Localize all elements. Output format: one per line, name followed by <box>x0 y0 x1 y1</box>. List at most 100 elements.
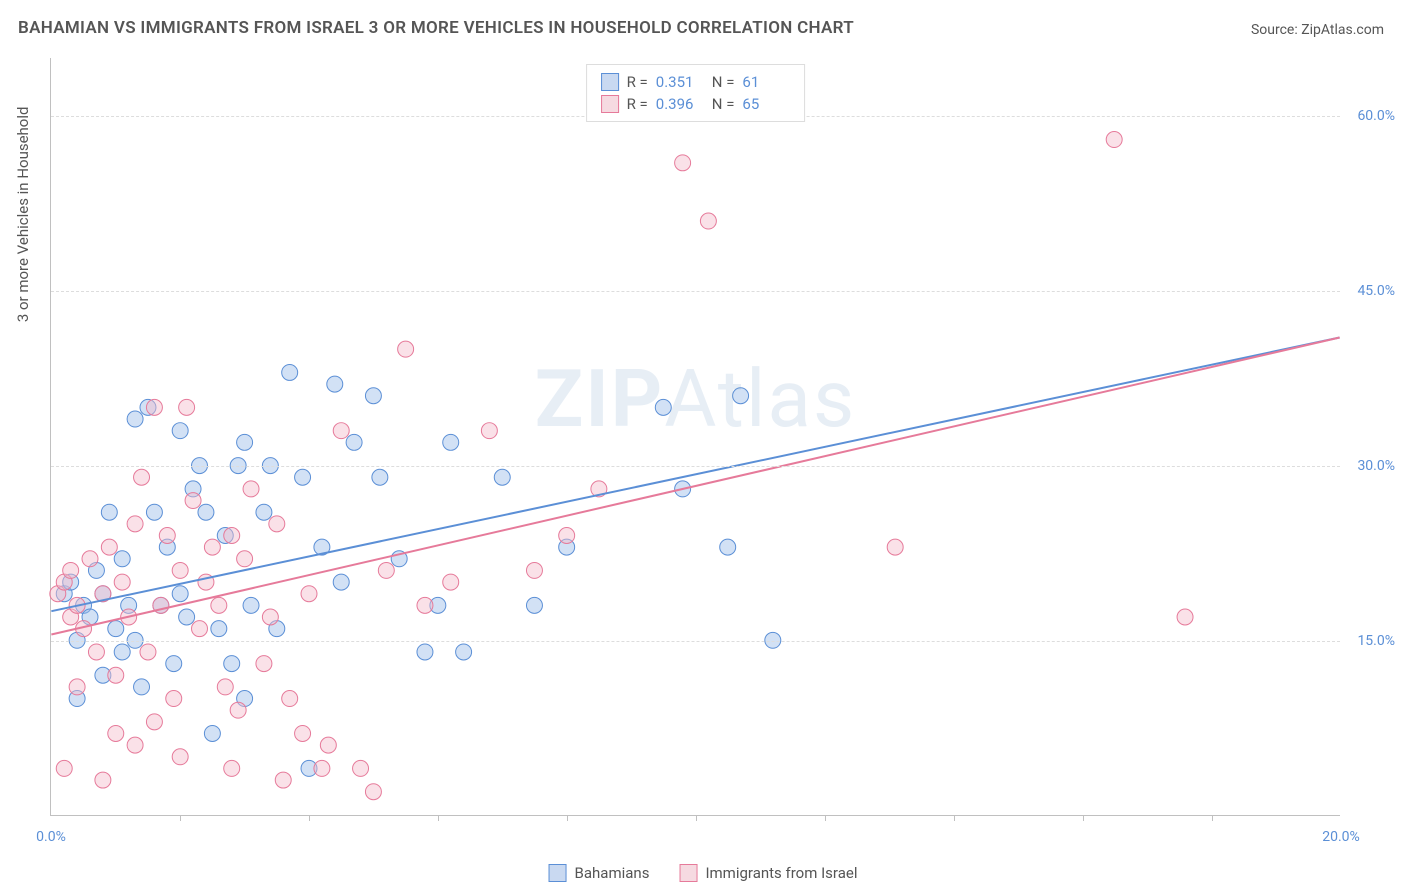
n-value: 65 <box>742 95 790 113</box>
n-label: N = <box>712 73 735 91</box>
data-point <box>282 364 298 380</box>
r-value: 0.396 <box>656 95 704 113</box>
data-point <box>346 434 362 450</box>
data-point <box>243 481 259 497</box>
data-point <box>108 667 124 683</box>
data-point <box>63 562 79 578</box>
data-point <box>237 434 253 450</box>
data-point <box>134 679 150 695</box>
trend-line <box>51 338 1339 612</box>
data-point <box>443 574 459 590</box>
data-point <box>146 399 162 415</box>
data-point <box>146 714 162 730</box>
data-point <box>185 493 201 509</box>
data-point <box>262 609 278 625</box>
data-point <box>127 516 143 532</box>
swatch-icon <box>679 864 697 882</box>
series-legend: Bahamians Immigrants from Israel <box>549 864 858 882</box>
data-point <box>378 562 394 578</box>
data-point <box>172 749 188 765</box>
x-tick <box>1212 815 1213 821</box>
data-point <box>372 469 388 485</box>
data-point <box>655 399 671 415</box>
legend-label: Immigrants from Israel <box>705 864 857 882</box>
r-label: R = <box>627 73 648 91</box>
chart-container: BAHAMIAN VS IMMIGRANTS FROM ISRAEL 3 OR … <box>0 0 1406 892</box>
data-point <box>166 656 182 672</box>
data-point <box>526 562 542 578</box>
data-point <box>127 737 143 753</box>
x-tick <box>825 815 826 821</box>
swatch-icon <box>549 864 567 882</box>
correlation-legend: R = 0.351 N = 61 R = 0.396 N = 65 <box>586 64 806 122</box>
data-point <box>204 539 220 555</box>
data-point <box>417 597 433 613</box>
n-label: N = <box>712 95 735 113</box>
legend-item: Bahamians <box>549 864 650 882</box>
data-point <box>456 644 472 660</box>
data-point <box>179 609 195 625</box>
plot-area: ZIPAtlas R = 0.351 N = 61 R = 0.396 N = … <box>50 58 1340 816</box>
data-point <box>365 784 381 800</box>
data-point <box>256 656 272 672</box>
x-tick-label: 20.0% <box>1322 829 1360 845</box>
legend-row: R = 0.396 N = 65 <box>601 93 791 115</box>
data-point <box>114 574 130 590</box>
data-point <box>179 399 195 415</box>
legend-item: Immigrants from Israel <box>679 864 857 882</box>
data-point <box>327 376 343 392</box>
data-point <box>1177 609 1193 625</box>
data-point <box>295 469 311 485</box>
data-point <box>114 644 130 660</box>
y-tick-label: 45.0% <box>1357 283 1395 299</box>
data-point <box>301 586 317 602</box>
data-point <box>127 411 143 427</box>
data-point <box>282 691 298 707</box>
n-value: 61 <box>742 73 790 91</box>
data-point <box>526 597 542 613</box>
data-point <box>101 504 117 520</box>
data-point <box>217 679 233 695</box>
data-point <box>88 644 104 660</box>
gridline <box>51 466 1340 467</box>
data-point <box>172 423 188 439</box>
data-point <box>256 504 272 520</box>
gridline <box>51 641 1340 642</box>
x-tick <box>567 815 568 821</box>
data-point <box>101 539 117 555</box>
data-point <box>204 725 220 741</box>
data-point <box>275 772 291 788</box>
y-tick-label: 30.0% <box>1357 458 1395 474</box>
data-point <box>1106 132 1122 148</box>
data-point <box>733 388 749 404</box>
data-point <box>224 528 240 544</box>
data-point <box>69 679 85 695</box>
r-label: R = <box>627 95 648 113</box>
data-point <box>224 760 240 776</box>
data-point <box>481 423 497 439</box>
data-point <box>333 423 349 439</box>
data-point <box>230 702 246 718</box>
data-point <box>494 469 510 485</box>
x-tick <box>1083 815 1084 821</box>
data-point <box>314 760 330 776</box>
data-point <box>172 586 188 602</box>
data-point <box>82 551 98 567</box>
data-point <box>192 621 208 637</box>
data-point <box>243 597 259 613</box>
data-point <box>211 597 227 613</box>
legend-row: R = 0.351 N = 61 <box>601 71 791 93</box>
data-point <box>417 644 433 660</box>
y-tick-label: 15.0% <box>1357 633 1395 649</box>
data-point <box>140 644 156 660</box>
x-tick <box>696 815 697 821</box>
data-point <box>114 551 130 567</box>
data-point <box>675 155 691 171</box>
data-point <box>700 213 716 229</box>
data-point <box>295 725 311 741</box>
legend-label: Bahamians <box>575 864 650 882</box>
data-point <box>172 562 188 578</box>
swatch-icon <box>601 95 619 113</box>
data-point <box>95 772 111 788</box>
chart-title: BAHAMIAN VS IMMIGRANTS FROM ISRAEL 3 OR … <box>18 18 854 38</box>
